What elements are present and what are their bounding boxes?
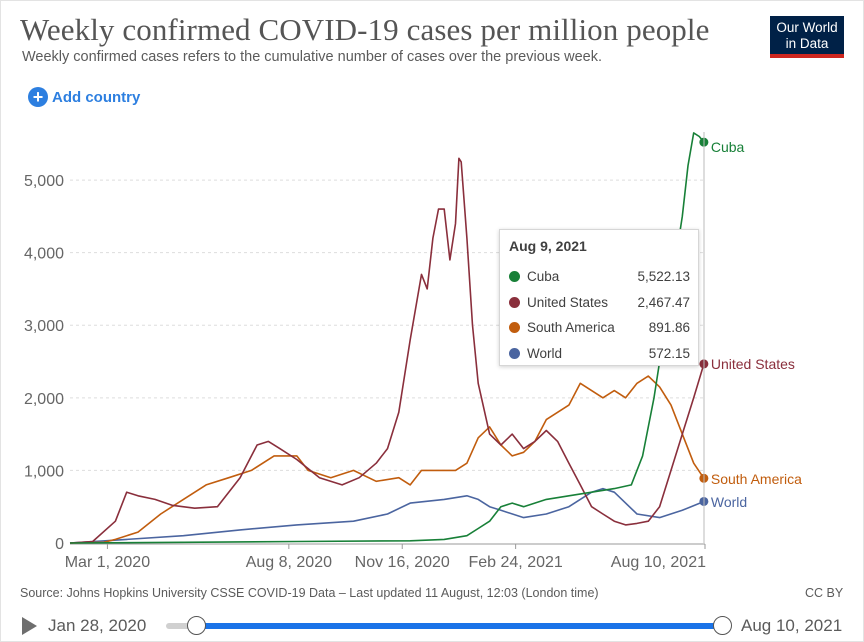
timeline-end-handle[interactable]	[713, 616, 732, 635]
legend-dot-cuba	[509, 271, 520, 283]
timeline-start-label: Jan 28, 2020	[48, 616, 147, 635]
logo-line-1: Our World	[776, 20, 838, 35]
tooltip-value: 891.86	[648, 320, 690, 336]
y-tick-label: 1,000	[24, 463, 64, 480]
tooltip-name: South America	[527, 320, 615, 336]
series-label-cuba: Cuba	[711, 139, 745, 155]
tooltip-date: Aug 9, 2021	[509, 238, 587, 254]
y-tick-label: 2,000	[24, 391, 64, 408]
add-country-button[interactable]: + Add country	[28, 87, 140, 107]
series-label-united-states: United States	[711, 356, 795, 372]
x-tick-label: Nov 16, 2020	[355, 554, 450, 571]
series-line-world	[69, 487, 705, 544]
y-tick-label: 3,000	[24, 318, 64, 335]
series-line-south-america	[69, 375, 705, 544]
logo-line-2: in Data	[785, 36, 829, 51]
chart-title: Weekly confirmed COVID-19 cases per mill…	[20, 12, 710, 47]
legend-dot-united-states	[509, 296, 520, 308]
chart-subtitle: Weekly confirmed cases refers to the cum…	[22, 49, 602, 65]
series-label-world: World	[711, 494, 747, 510]
tooltip-value: 5,522.13	[637, 269, 690, 285]
y-tick-label: 4,000	[24, 246, 64, 263]
tooltip-row-south-america: South America 891.86	[509, 315, 690, 341]
plus-circle-icon: +	[28, 87, 48, 107]
add-country-label: Add country	[52, 88, 141, 106]
timeline-start-handle[interactable]	[187, 616, 206, 635]
series-label-south-america: South America	[711, 471, 802, 487]
x-tick-label: Feb 24, 2021	[468, 554, 562, 571]
tooltip-name: Cuba	[527, 269, 560, 285]
x-tick-label: Mar 1, 2020	[65, 554, 150, 571]
series-line-united-states	[69, 157, 705, 544]
play-icon[interactable]	[22, 617, 37, 635]
tooltip-value: 572.15	[648, 345, 690, 361]
tooltip: Aug 9, 2021 Cuba 5,522.13 United States …	[499, 229, 699, 366]
tooltip-name: United States	[527, 294, 609, 310]
source-note[interactable]: Source: Johns Hopkins University CSSE CO…	[20, 586, 599, 600]
tooltip-value: 2,467.47	[637, 294, 690, 310]
y-tick-label: 0	[55, 536, 64, 553]
tooltip-row-united-states: United States 2,467.47	[509, 290, 690, 316]
legend-dot-world	[509, 347, 520, 359]
tooltip-row-world: World 572.15	[509, 341, 690, 367]
timeline-end-label: Aug 10, 2021	[741, 616, 843, 635]
tooltip-row-cuba: Cuba 5,522.13	[509, 264, 690, 290]
timeline-selected-range	[197, 623, 723, 629]
y-tick-label: 5,000	[24, 173, 64, 190]
x-tick-label: Aug 10, 2021	[611, 554, 706, 571]
x-tick-label: Aug 8, 2020	[246, 554, 332, 571]
owid-logo[interactable]: Our World in Data	[770, 16, 844, 58]
series-line-cuba	[69, 132, 705, 544]
legend-dot-south-america	[509, 322, 520, 334]
tooltip-name: World	[527, 345, 563, 361]
license-link[interactable]: CC BY	[805, 586, 844, 600]
